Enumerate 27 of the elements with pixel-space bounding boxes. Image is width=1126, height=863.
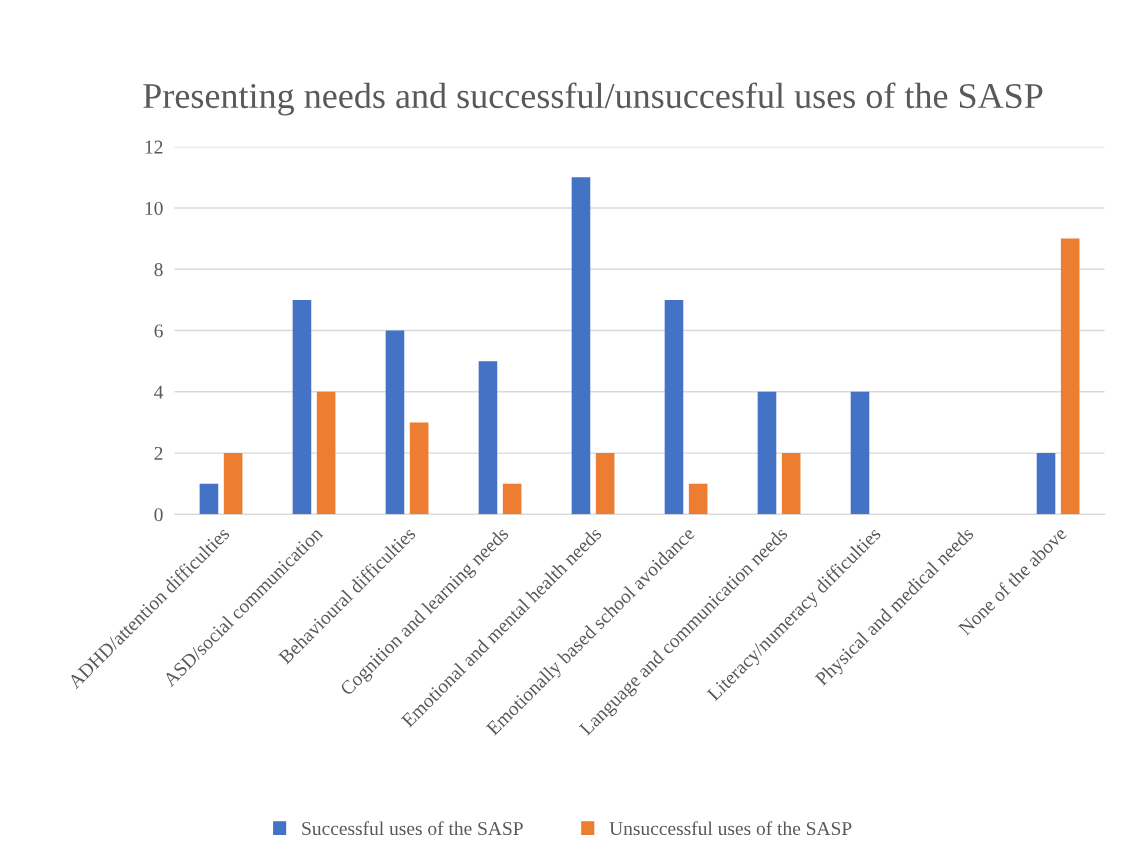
y-tick-label: 6	[154, 324, 163, 338]
bar	[850, 391, 870, 515]
bar	[1060, 238, 1080, 515]
y-tick-label: 12	[145, 140, 163, 154]
bar	[502, 483, 522, 515]
y-tick-label: 8	[154, 263, 163, 277]
legend-label: Successful uses of the SASP	[302, 821, 523, 836]
bar	[385, 330, 405, 515]
bar	[1036, 453, 1056, 515]
bar	[223, 453, 243, 515]
bar	[478, 361, 498, 515]
bar	[757, 391, 777, 515]
y-tick-label: 4	[154, 385, 164, 399]
bar	[664, 299, 684, 515]
legend-label: Unsuccessful uses of the SASP	[609, 821, 852, 836]
bar	[316, 391, 336, 515]
bar	[781, 453, 801, 515]
bar	[571, 177, 591, 515]
bar	[688, 483, 708, 515]
bar	[199, 483, 219, 515]
bar	[595, 453, 615, 515]
bar	[409, 422, 429, 515]
y-tick-label: 0	[154, 508, 163, 522]
bar	[292, 299, 312, 515]
chart-title: Presenting needs and successful/unsuccesful uses of the SASP	[143, 82, 1043, 116]
y-tick-label: 2	[154, 446, 163, 460]
y-tick-label: 10	[145, 201, 163, 215]
